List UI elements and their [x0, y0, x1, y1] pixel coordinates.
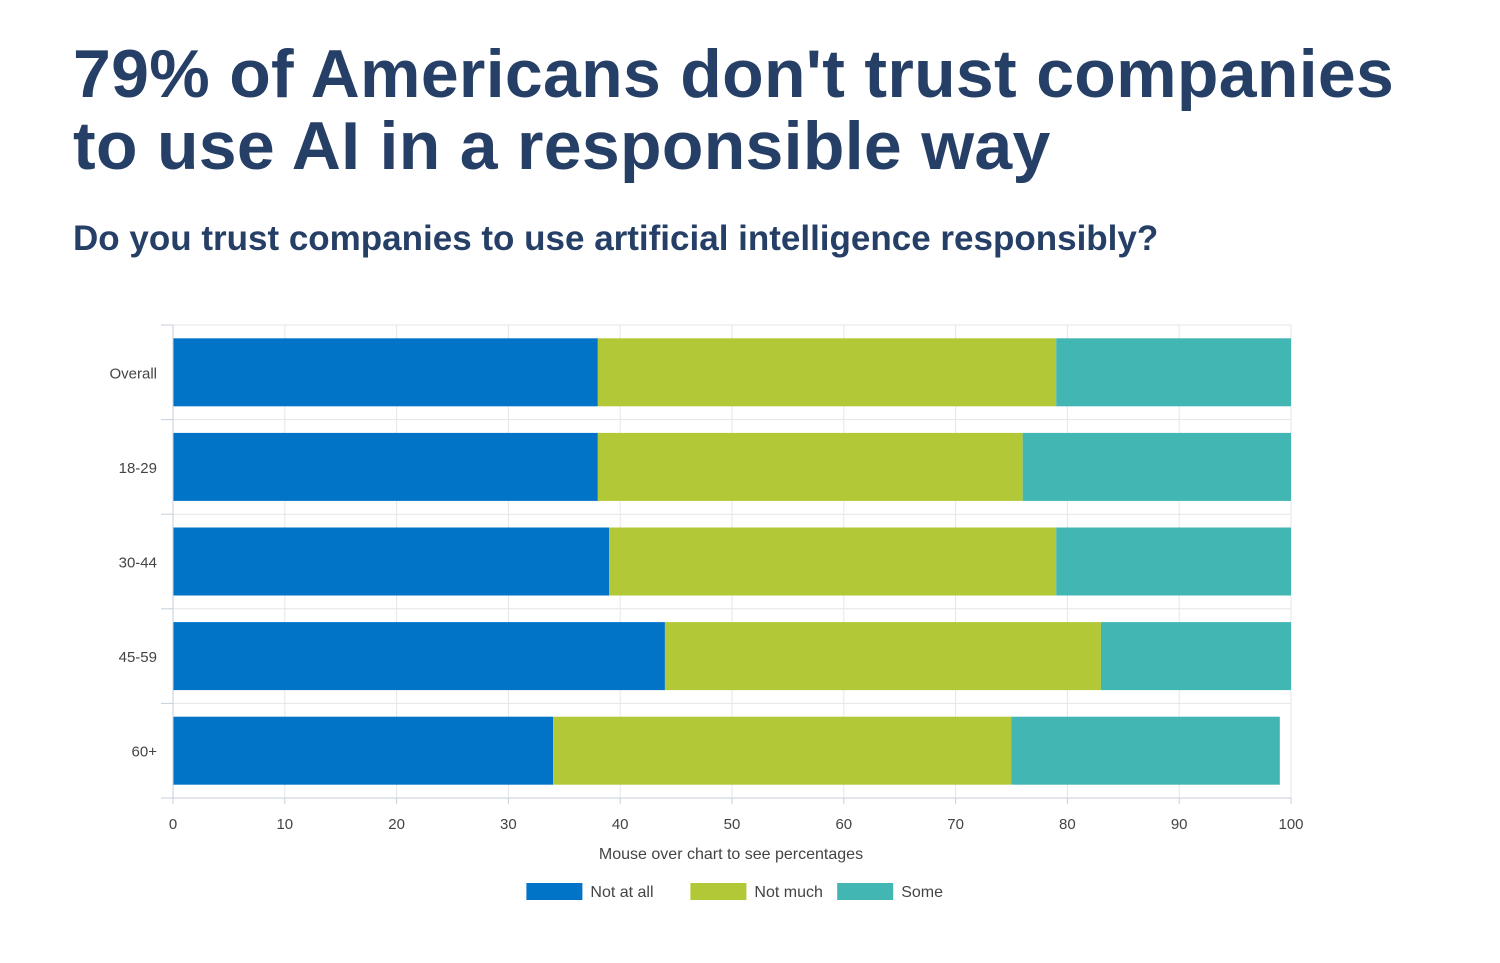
legend-swatch-not-much: [690, 883, 747, 900]
x-tick-label-0: 0: [169, 816, 177, 833]
axis-labels: 0 10 20 30 40 50 60 70 80 90 100 Overall 18-29 30-44 4…: [109, 365, 1303, 833]
bar-not-at-all-30-44[interactable]: Not at all: 39%: [173, 527, 610, 596]
y-category-label-45-59: 45-59: [119, 649, 157, 666]
bar-not-at-all-60+[interactable]: Not at all: 34%: [173, 716, 554, 785]
bar-not-much-30-44[interactable]: Not much: 40%: [609, 527, 1057, 596]
legend-item-not-at-all[interactable]: Not at all: [526, 883, 654, 901]
bar-some-Overall[interactable]: Some: 21%: [1056, 338, 1291, 407]
bar-not-much-45-59[interactable]: Not much: 39%: [664, 622, 1101, 691]
legend[interactable]: Not at all Not much Some: [526, 883, 943, 901]
y-category-label-18-29: 18-29: [119, 460, 157, 477]
legend-label-not-at-all: Not at all: [590, 884, 653, 901]
x-tick-label-50: 50: [724, 816, 741, 833]
x-tick-label-80: 80: [1059, 816, 1076, 833]
axes: [161, 324, 1292, 804]
x-tick-label-10: 10: [276, 816, 293, 833]
y-category-label-30-44: 30-44: [119, 555, 157, 572]
x-axis-note: Mouse over chart to see percentages: [599, 846, 863, 863]
legend-item-not-much[interactable]: Not much: [690, 883, 823, 901]
bar-some-18-29[interactable]: Some: 24%: [1022, 432, 1291, 501]
bar-some-30-44[interactable]: Some: 21%: [1056, 527, 1291, 596]
y-category-label-60+: 60+: [132, 744, 158, 761]
bar-not-at-all-45-59[interactable]: Not at all: 44%: [173, 622, 665, 691]
x-tick-label-40: 40: [612, 816, 629, 833]
legend-label-not-much: Not much: [754, 884, 822, 901]
y-category-label-Overall: Overall: [109, 365, 157, 382]
bar-not-much-Overall[interactable]: Not much: 41%: [597, 338, 1057, 407]
legend-item-some[interactable]: Some: [837, 883, 943, 901]
bars[interactable]: Not at all: 38%Not much: 41%Some: 21%Not…: [173, 338, 1291, 785]
x-tick-label-30: 30: [500, 816, 517, 833]
chart-title: 79% of Americans don't trust companies t…: [73, 36, 1395, 184]
chart-subtitle: Do you trust companies to use artificial…: [73, 219, 1159, 258]
legend-swatch-some: [837, 883, 894, 900]
bar-some-45-59[interactable]: Some: 17%: [1100, 622, 1291, 691]
x-tick-label-20: 20: [388, 816, 405, 833]
bar-not-at-all-Overall[interactable]: Not at all: 38%: [173, 338, 598, 407]
x-tick-label-70: 70: [947, 816, 964, 833]
legend-label-some: Some: [901, 884, 943, 901]
x-tick-label-60: 60: [835, 816, 852, 833]
bar-not-at-all-18-29[interactable]: Not at all: 38%: [173, 432, 598, 501]
bar-not-much-60+[interactable]: Not much: 41%: [553, 716, 1012, 785]
x-tick-label-100: 100: [1278, 816, 1303, 833]
legend-swatch-not-at-all: [526, 883, 583, 900]
x-tick-label-90: 90: [1171, 816, 1188, 833]
bar-not-much-18-29[interactable]: Not much: 38%: [597, 432, 1023, 501]
bar-some-60+[interactable]: Some: 24%: [1011, 716, 1280, 785]
